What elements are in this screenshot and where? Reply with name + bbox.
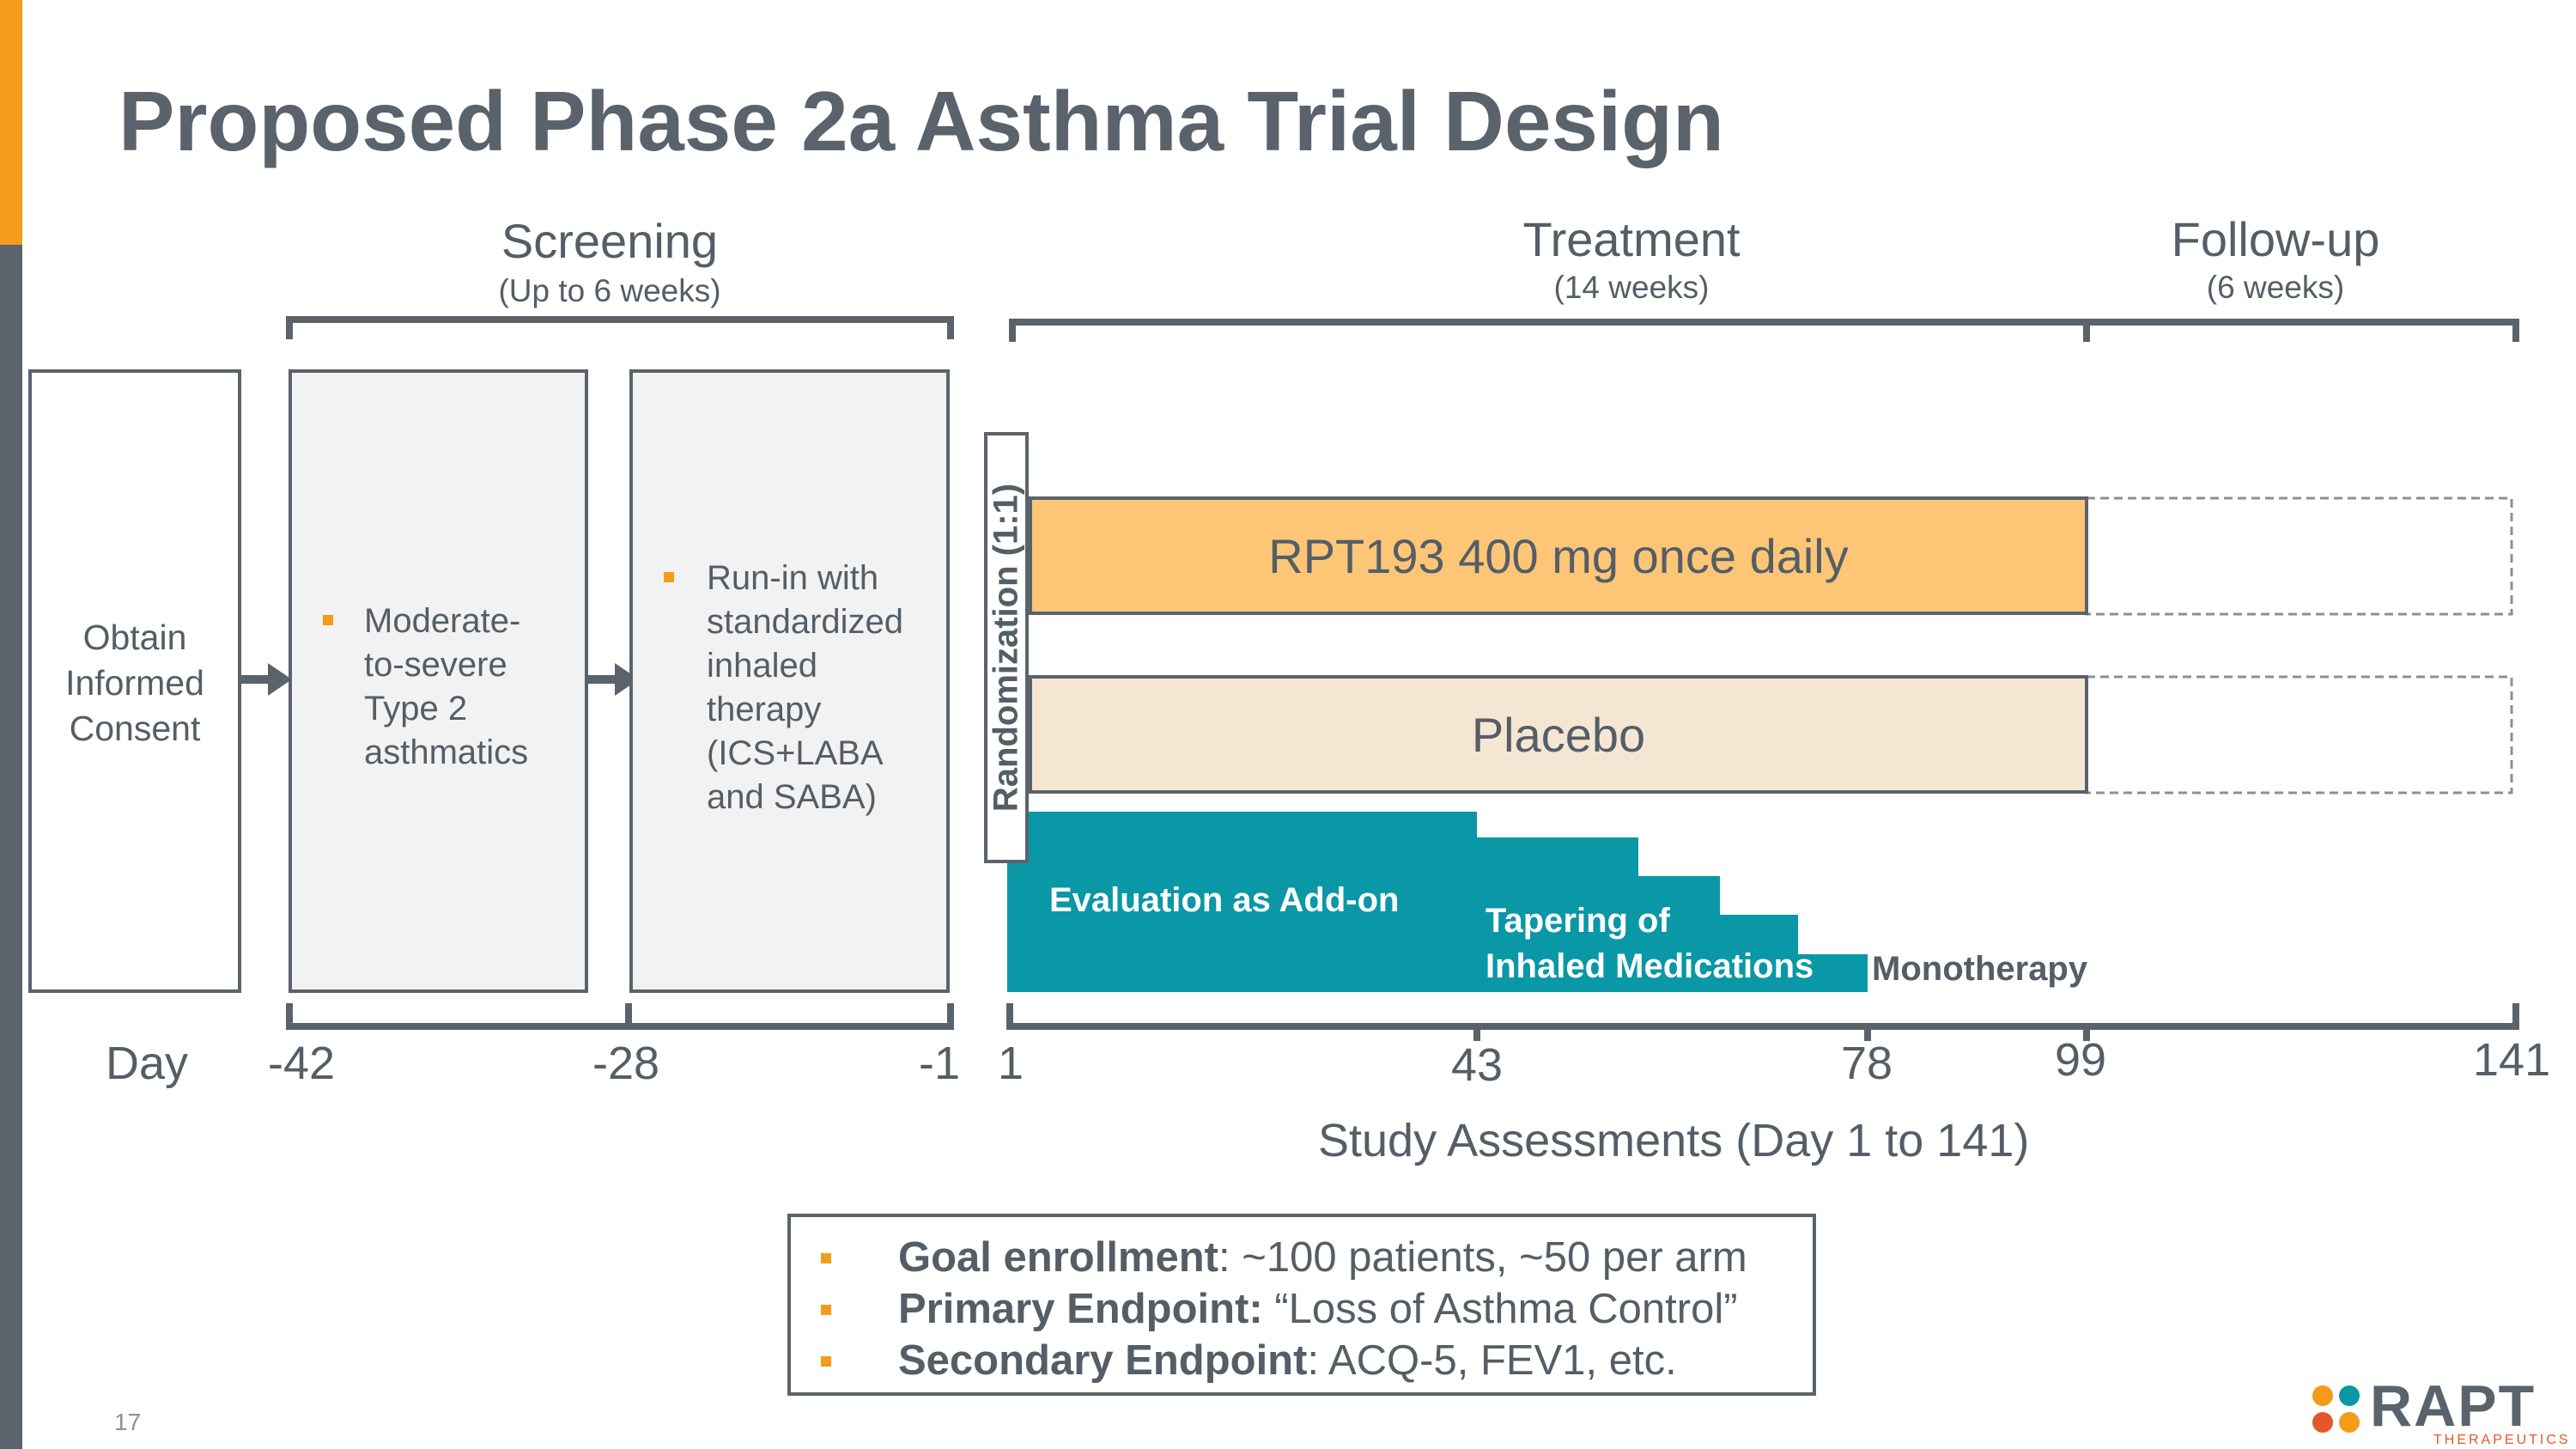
consent-box: Obtain Informed Consent — [28, 369, 241, 993]
screening-duration: (Up to 6 weeks) — [498, 273, 721, 308]
runin-line-3: inhaled — [707, 647, 818, 685]
day-tick-minus-42: -42 — [268, 1038, 336, 1089]
logo-tagline: THERAPEUTICS — [2433, 1433, 2571, 1447]
active-followup-box — [2085, 496, 2513, 616]
runin-box: Run-in with standardized inhaled therapy… — [629, 369, 950, 993]
day-tick-minus-1: -1 — [919, 1038, 961, 1089]
treatment-heading: Treatment — [1522, 212, 1741, 266]
monotherapy-stage-label: Monotherapy — [1872, 950, 2088, 988]
slide-title: Proposed Phase 2a Asthma Trial Design — [118, 74, 1724, 168]
endpoint-separator: : — [1218, 1234, 1242, 1281]
logo-wordmark: RAPT — [2370, 1373, 2537, 1439]
screening-bracket — [286, 316, 954, 339]
tapering-line-2: Inhaled Medications — [1485, 947, 1814, 985]
consent-line-3: Consent — [69, 709, 201, 748]
population-line-2: to-severe — [364, 646, 507, 684]
treatment-stage-area — [1007, 812, 1868, 992]
arrow-head-2 — [615, 663, 639, 696]
tapering-line-1: Tapering of — [1485, 902, 1670, 940]
followup-duration: (6 weeks) — [2206, 270, 2345, 305]
endpoint-separator — [1263, 1286, 1275, 1332]
endpoint-text: ~100 patients, ~50 per arm — [1242, 1234, 1747, 1281]
endpoints-box: Goal enrollment: ~100 patients, ~50 per … — [787, 1214, 1816, 1396]
population-line-4: asthmatics — [364, 734, 529, 771]
day-tick-1: 1 — [998, 1038, 1024, 1089]
randomization-label: Randomization (1:1) — [987, 483, 1025, 813]
population-line-1: Moderate- — [364, 602, 521, 640]
page-number: 17 — [114, 1409, 142, 1435]
company-logo: RAPT THERAPEUTICS — [2310, 1373, 2568, 1447]
endpoint-text: ACQ-5, FEV1, etc. — [1327, 1337, 1677, 1384]
endpoint-separator: : — [1307, 1337, 1328, 1384]
day-tick-minus-28: -28 — [592, 1038, 660, 1089]
day-tick-78: 78 — [1841, 1038, 1893, 1089]
endpoint-label: Secondary Endpoint — [898, 1337, 1308, 1384]
bullet-icon — [821, 1356, 831, 1367]
endpoint-row-primary: Primary Endpoint: “Loss of Asthma Contro… — [898, 1285, 1738, 1333]
day-tick-43: 43 — [1451, 1039, 1504, 1091]
consent-line-2: Informed — [65, 663, 204, 703]
bullet-icon — [821, 1253, 831, 1263]
arrow-shaft-2 — [587, 675, 617, 684]
endpoint-row-enrollment: Goal enrollment: ~100 patients, ~50 per … — [898, 1233, 1747, 1282]
placebo-followup-box — [2085, 675, 2513, 795]
followup-heading: Follow-up — [2171, 212, 2380, 266]
runin-line-1: Run-in with — [707, 559, 879, 597]
treatment-day-axis — [1006, 1003, 2519, 1041]
population-line-3: Type 2 — [364, 690, 468, 728]
day-tick-141: 141 — [2473, 1034, 2551, 1086]
treatment-bracket — [1009, 319, 2519, 342]
screening-day-axis — [286, 1003, 954, 1030]
endpoint-label: Primary Endpoint: — [898, 1286, 1263, 1332]
active-arm-bar: RPT193 400 mg once daily — [1029, 496, 2088, 615]
population-box: Moderate- to-severe Type 2 asthmatics — [289, 369, 588, 993]
accent-bar-orange — [0, 0, 22, 245]
logo-mark-icon — [2312, 1385, 2360, 1433]
endpoint-text: “Loss of Asthma Control” — [1274, 1286, 1738, 1332]
runin-line-4: therapy — [707, 691, 822, 728]
accent-bar-grey — [0, 245, 22, 1449]
runin-line-2: standardized — [707, 603, 904, 641]
addon-stage-label: Evaluation as Add-on — [1049, 881, 1400, 919]
arrow-shaft-1 — [240, 675, 270, 684]
treatment-duration: (14 weeks) — [1553, 270, 1710, 305]
active-arm-label: RPT193 400 mg once daily — [1268, 528, 1849, 583]
tapering-stage-label: Tapering of Inhaled Medications — [1485, 898, 1814, 989]
runin-line-6: and SABA) — [707, 778, 877, 816]
consent-line-1: Obtain — [82, 618, 187, 657]
screening-heading: Screening — [501, 214, 719, 268]
randomization-box: Randomization (1:1) — [984, 432, 1029, 863]
placebo-arm-bar: Placebo — [1029, 675, 2088, 794]
bullet-icon — [664, 572, 674, 582]
assessments-label: Study Assessments (Day 1 to 141) — [1318, 1115, 2030, 1166]
endpoint-label: Goal enrollment — [898, 1234, 1219, 1281]
day-axis-label: Day — [106, 1038, 189, 1089]
endpoint-row-secondary: Secondary Endpoint: ACQ-5, FEV1, etc. — [898, 1336, 1677, 1385]
bullet-icon — [821, 1305, 831, 1315]
bullet-icon — [323, 615, 333, 625]
placebo-arm-label: Placebo — [1471, 707, 1646, 762]
arrow-head-1 — [268, 663, 292, 696]
day-tick-99: 99 — [2055, 1034, 2107, 1086]
runin-line-5: (ICS+LABA — [707, 734, 884, 772]
